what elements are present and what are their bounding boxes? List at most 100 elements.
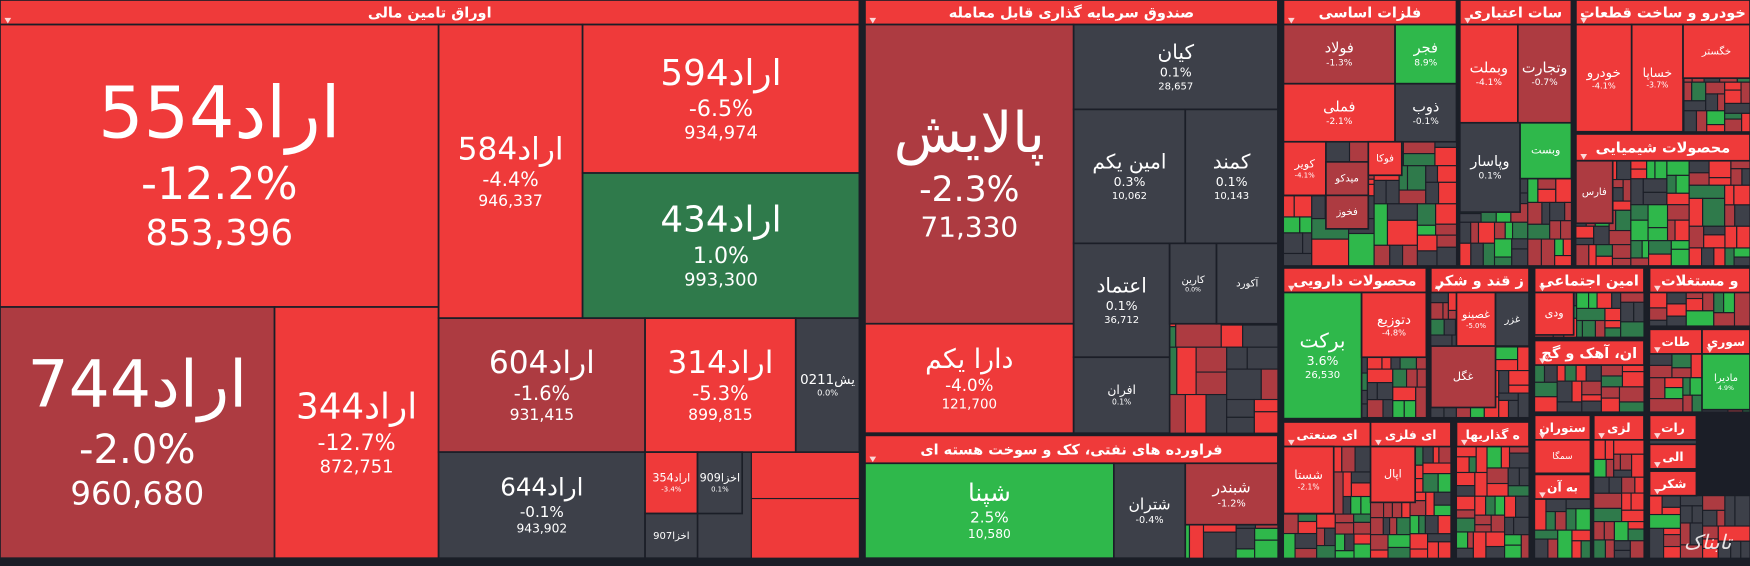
filler-tile	[1679, 505, 1693, 524]
filler-tile	[1670, 248, 1690, 267]
filler-tile	[1724, 118, 1743, 133]
filler-tile	[1504, 495, 1517, 518]
filler-tile	[1581, 394, 1602, 402]
filler-tile	[1663, 545, 1682, 559]
filler-tile	[1433, 491, 1452, 506]
header-arrow	[1539, 492, 1546, 498]
filler-tile	[1486, 467, 1509, 485]
filler-tile	[1613, 453, 1621, 471]
tile-name: فملی	[1323, 99, 1355, 115]
tile-value: 899,815	[688, 406, 753, 424]
filler-tile	[1581, 380, 1602, 396]
filler-tile	[1508, 445, 1530, 454]
tile-value: 872,751	[320, 456, 394, 477]
filler-tile	[1436, 165, 1458, 183]
filler-tile	[1736, 225, 1750, 249]
tile-name: مادیرا	[1714, 373, 1738, 384]
sector-title: اوراق تامین مالی	[368, 5, 492, 21]
filler-tile	[1432, 445, 1440, 464]
filler-tile	[1366, 368, 1394, 384]
tile-name: پالایش	[894, 101, 1045, 166]
stock-tile	[581, 23, 861, 174]
filler-tile	[1387, 534, 1411, 549]
filler-tile	[1724, 184, 1735, 206]
filler-tile	[1724, 89, 1742, 104]
filler-tile	[1507, 467, 1520, 487]
filler-tile	[1705, 81, 1726, 95]
filler-tile	[1648, 240, 1672, 255]
filler-tile	[1369, 549, 1389, 559]
filler-tile	[1184, 393, 1207, 434]
sector-title: شکر	[1659, 477, 1687, 491]
filler-tile	[1282, 232, 1304, 255]
tile-value: 10,580	[968, 527, 1011, 541]
header-arrow	[1598, 433, 1605, 439]
filler-tile	[1507, 485, 1530, 497]
filler-tile	[1593, 521, 1605, 541]
filler-tile	[1485, 545, 1506, 559]
filler-tile	[1226, 368, 1262, 401]
filler-tile	[1455, 547, 1474, 559]
tile-change: -3.4%	[661, 486, 681, 494]
filler-tile	[1348, 232, 1375, 267]
filler-tile	[1634, 476, 1645, 494]
tile-change: -2.1%	[1298, 482, 1320, 491]
filler-tile	[1688, 225, 1705, 249]
filler-tile	[1630, 257, 1650, 267]
filler-tile	[1459, 213, 1482, 223]
filler-tile	[1242, 324, 1279, 348]
tile-name: آکورد	[1236, 277, 1259, 290]
sector-title: لزی	[1607, 421, 1630, 435]
sector-title: به آن	[1547, 479, 1578, 494]
filler-tile	[1576, 319, 1583, 338]
header-arrow	[1539, 433, 1546, 439]
filler-tile	[1297, 513, 1318, 523]
tile-change: 0.0%	[817, 388, 838, 398]
tile-name: غصینو	[1461, 308, 1490, 321]
filler-tile	[1611, 257, 1632, 267]
filler-tile	[1436, 246, 1458, 267]
filler-tile	[1422, 445, 1434, 464]
sector-title: ز قند و شکر	[1435, 273, 1524, 289]
tile-name: اراد744	[27, 348, 247, 423]
sector-title: فراورده های نفتی، کک و سوخت هسته ای	[920, 442, 1222, 458]
filler-tile	[1593, 492, 1623, 509]
filler-tile	[1515, 495, 1530, 518]
filler-tile	[1405, 368, 1418, 388]
header-arrow	[1287, 17, 1295, 24]
tile-change: -1.2%	[1218, 498, 1246, 509]
tile-name: اراد354	[652, 472, 690, 485]
filler-tile	[1494, 346, 1519, 361]
filler-tile	[1527, 238, 1542, 267]
tile-value: 10,143	[1214, 191, 1249, 202]
filler-tile	[1620, 291, 1645, 303]
filler-tile	[1556, 380, 1573, 403]
filler-tile	[1675, 174, 1690, 194]
filler-tile	[1311, 238, 1350, 267]
filler-tile	[1688, 184, 1726, 199]
filler-tile	[1176, 346, 1197, 396]
tile-name: یش0211	[800, 373, 855, 388]
filler-tile	[1353, 533, 1372, 545]
filler-tile	[1683, 110, 1698, 133]
filler-tile	[1415, 386, 1427, 419]
filler-tile	[1409, 548, 1429, 559]
filler-tile	[1422, 473, 1439, 493]
filler-tile	[1593, 476, 1610, 494]
sector-title: ای فلزی	[1385, 428, 1437, 442]
filler-tile	[1679, 495, 1704, 507]
filler-tile	[1422, 462, 1452, 475]
filler-tile	[1703, 225, 1726, 236]
sector-title: ان، آهک و گچ	[1541, 344, 1637, 362]
stock-tile	[1215, 242, 1279, 325]
stock-tile	[581, 172, 861, 320]
filler-tile	[1468, 456, 1477, 474]
tile-name: شبندر	[1211, 479, 1250, 498]
filler-tile	[1733, 184, 1750, 206]
filler-tile	[1508, 370, 1530, 386]
filler-tile	[1416, 234, 1438, 252]
sector-title: ستوران	[1539, 421, 1585, 435]
filler-tile	[1683, 100, 1707, 112]
filler-tile	[1603, 521, 1615, 541]
tile-change: 3.6%	[1307, 353, 1339, 368]
